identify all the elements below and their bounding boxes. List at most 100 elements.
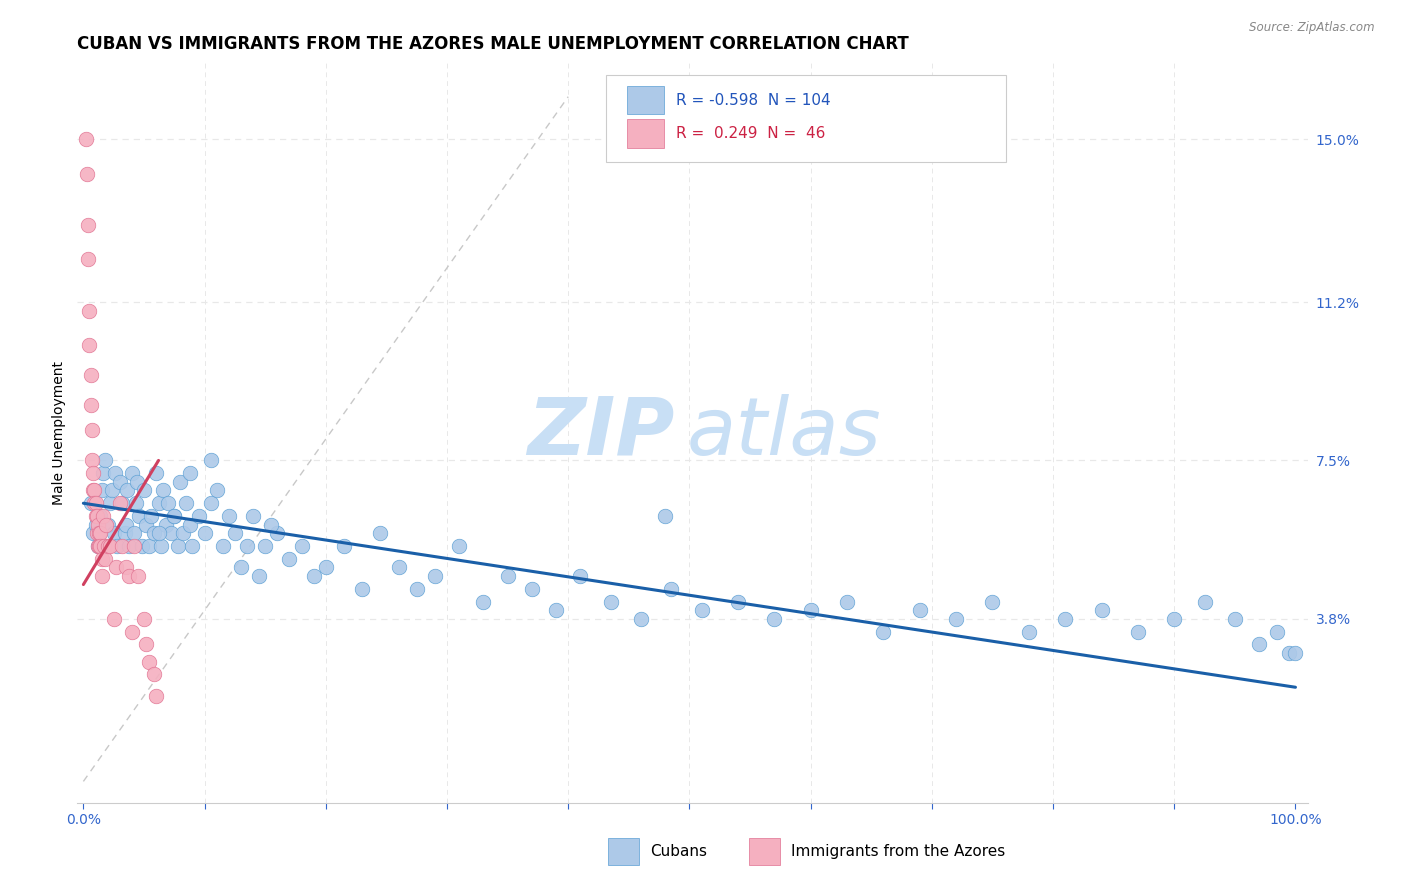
Text: ZIP: ZIP bbox=[527, 393, 673, 472]
Point bbox=[148, 496, 170, 510]
Point bbox=[79, 398, 101, 412]
Point bbox=[187, 509, 209, 524]
Point bbox=[472, 595, 495, 609]
Point bbox=[84, 496, 107, 510]
Point bbox=[135, 517, 157, 532]
Point bbox=[87, 517, 110, 532]
Point bbox=[121, 624, 143, 639]
Point bbox=[370, 526, 392, 541]
Point bbox=[138, 655, 160, 669]
Point bbox=[179, 517, 201, 532]
Point bbox=[266, 526, 288, 541]
Point bbox=[80, 424, 103, 438]
Point bbox=[94, 552, 117, 566]
Point bbox=[630, 612, 652, 626]
Text: CUBAN VS IMMIGRANTS FROM THE AZORES MALE UNEMPLOYMENT CORRELATION CHART: CUBAN VS IMMIGRANTS FROM THE AZORES MALE… bbox=[77, 35, 910, 53]
Point bbox=[121, 467, 143, 481]
Point bbox=[229, 560, 252, 574]
Point bbox=[79, 338, 101, 352]
Point bbox=[148, 526, 170, 541]
Point bbox=[205, 483, 228, 498]
Point bbox=[155, 517, 177, 532]
Point bbox=[97, 517, 120, 532]
Point bbox=[302, 569, 325, 583]
Point bbox=[496, 569, 519, 583]
Point bbox=[138, 539, 160, 553]
Point bbox=[152, 483, 174, 498]
Point bbox=[89, 526, 111, 541]
Point bbox=[1126, 624, 1149, 639]
Point bbox=[1249, 637, 1271, 651]
Point bbox=[82, 526, 104, 541]
Point bbox=[872, 624, 894, 639]
Point bbox=[254, 539, 277, 553]
Point bbox=[111, 539, 134, 553]
Point bbox=[93, 539, 115, 553]
FancyBboxPatch shape bbox=[609, 838, 640, 865]
Point bbox=[659, 582, 682, 596]
Point bbox=[142, 526, 165, 541]
Text: R = -0.598  N = 104: R = -0.598 N = 104 bbox=[676, 93, 831, 108]
Point bbox=[127, 569, 149, 583]
Point bbox=[79, 496, 101, 510]
Point bbox=[236, 539, 259, 553]
Point bbox=[124, 526, 146, 541]
FancyBboxPatch shape bbox=[627, 120, 664, 147]
Point bbox=[569, 569, 592, 583]
Point bbox=[86, 509, 108, 524]
Point bbox=[89, 526, 111, 541]
Point bbox=[163, 509, 186, 524]
Point bbox=[118, 569, 141, 583]
Point bbox=[84, 517, 107, 532]
Point bbox=[82, 467, 104, 481]
Point bbox=[278, 552, 301, 566]
Text: atlas: atlas bbox=[686, 393, 882, 472]
Point bbox=[800, 603, 823, 617]
Point bbox=[87, 539, 110, 553]
Point bbox=[76, 167, 98, 181]
Point bbox=[104, 467, 127, 481]
Point bbox=[87, 539, 110, 553]
Point bbox=[91, 509, 114, 524]
Point bbox=[86, 526, 108, 541]
Point bbox=[90, 569, 112, 583]
Point bbox=[98, 496, 121, 510]
Point bbox=[77, 252, 100, 267]
Point bbox=[105, 560, 128, 574]
Point bbox=[224, 526, 246, 541]
Point bbox=[124, 539, 146, 553]
Point bbox=[908, 603, 931, 617]
FancyBboxPatch shape bbox=[627, 87, 664, 114]
Point bbox=[1278, 646, 1301, 660]
Point bbox=[79, 303, 101, 318]
Point bbox=[114, 526, 136, 541]
Point bbox=[1163, 612, 1185, 626]
Point bbox=[1265, 624, 1288, 639]
Point bbox=[157, 496, 180, 510]
FancyBboxPatch shape bbox=[606, 75, 1007, 162]
Point bbox=[82, 483, 104, 498]
Point bbox=[89, 539, 111, 553]
Point bbox=[142, 667, 165, 681]
Point bbox=[90, 483, 112, 498]
Point bbox=[690, 603, 713, 617]
Point bbox=[114, 560, 136, 574]
Point bbox=[405, 582, 427, 596]
Point bbox=[94, 453, 117, 467]
Point bbox=[105, 539, 128, 553]
Point bbox=[125, 475, 148, 489]
Point bbox=[80, 453, 103, 467]
Point bbox=[181, 539, 204, 553]
Point bbox=[84, 509, 107, 524]
Point bbox=[94, 539, 117, 553]
Text: R =  0.249  N =  46: R = 0.249 N = 46 bbox=[676, 126, 825, 141]
Point bbox=[145, 467, 167, 481]
Point bbox=[1054, 612, 1077, 626]
Point bbox=[75, 132, 97, 146]
Text: Source: ZipAtlas.com: Source: ZipAtlas.com bbox=[1250, 21, 1375, 35]
Point bbox=[599, 595, 621, 609]
Point bbox=[981, 595, 1004, 609]
Point bbox=[159, 526, 181, 541]
Point bbox=[89, 539, 111, 553]
Point bbox=[149, 539, 172, 553]
